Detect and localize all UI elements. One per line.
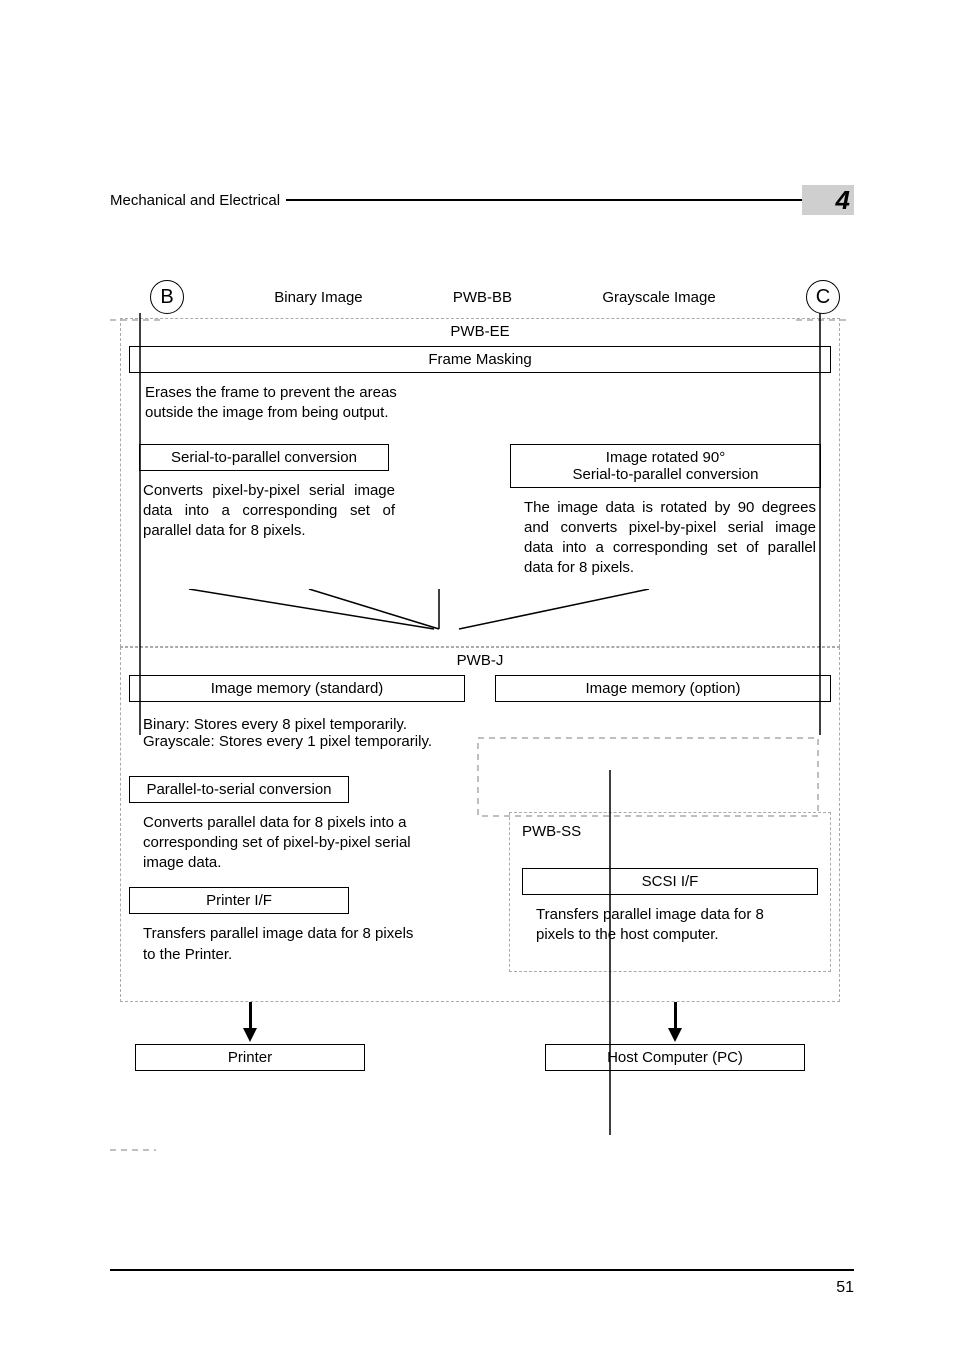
frame-masking-box: Frame Masking [129,346,831,373]
pwb-ee-box: PWB-EE Frame Masking Erases the frame to… [120,318,840,647]
pwb-ss-label: PWB-SS [522,823,818,840]
chapter-badge: 4 [802,185,854,215]
pwb-ss-box: PWB-SS SCSI I/F Transfers parallel image… [509,812,831,973]
grayscale-image-label: Grayscale Image [602,289,715,306]
binary-image-label: Binary Image [274,289,362,306]
diagram-top-row: B Binary Image PWB-BB Grayscale Image C [110,280,850,314]
footer-rule [110,1269,854,1271]
header-rule [286,199,802,201]
pwb-j-box: PWB-J Image memory (standard) Image memo… [120,647,840,1002]
arrow-head-host [668,1028,682,1042]
page-header: Mechanical and Electrical 4 [110,185,854,215]
printer-if-box: Printer I/F [129,887,349,914]
pwb-ee-label: PWB-EE [129,323,831,340]
diagram: B Binary Image PWB-BB Grayscale Image C … [110,280,850,1071]
rotate-90-box: Image rotated 90° Serial-to-parallel con… [510,444,821,488]
p2s-box: Parallel-to-serial conversion [129,776,349,803]
s2p-desc: Converts pixel-by-pixel serial image dat… [129,471,409,552]
output-row: Printer Host Computer (PC) [120,1002,840,1071]
rotate-90-line1: Image rotated 90° [606,449,725,466]
memory-desc-grayscale: Grayscale: Stores every 1 pixel temporar… [143,733,817,750]
scsi-if-box: SCSI I/F [522,868,818,895]
rotate-90-desc: The image data is rotated by 90 degrees … [510,488,830,589]
s2p-box: Serial-to-parallel conversion [139,444,389,471]
arrow-head-printer [243,1028,257,1042]
host-computer-box: Host Computer (PC) [545,1044,805,1071]
node-c: C [806,280,840,314]
image-memory-standard-box: Image memory (standard) [129,675,465,702]
p2s-desc: Converts parallel data for 8 pixels into… [129,803,439,884]
image-memory-option-box: Image memory (option) [495,675,831,702]
pwb-bb-label: PWB-BB [453,289,512,306]
node-b: B [150,280,184,314]
frame-masking-desc: Erases the frame to prevent the areas ou… [129,373,449,434]
rotate-90-line2: Serial-to-parallel conversion [573,466,759,483]
header-title: Mechanical and Electrical [110,192,280,209]
printer-if-desc: Transfers parallel image data for 8 pixe… [129,914,439,975]
arrow-stem-printer [249,1002,252,1028]
printer-box: Printer [135,1044,365,1071]
converge-connector [129,589,831,633]
arrow-stem-host [674,1002,677,1028]
memory-desc-binary: Binary: Stores every 8 pixel temporarily… [143,716,817,733]
memory-desc: Binary: Stores every 8 pixel temporarily… [129,702,831,776]
page-number: 51 [836,1279,854,1297]
scsi-if-desc: Transfers parallel image data for 8 pixe… [522,895,818,956]
pwb-j-label: PWB-J [129,652,831,669]
